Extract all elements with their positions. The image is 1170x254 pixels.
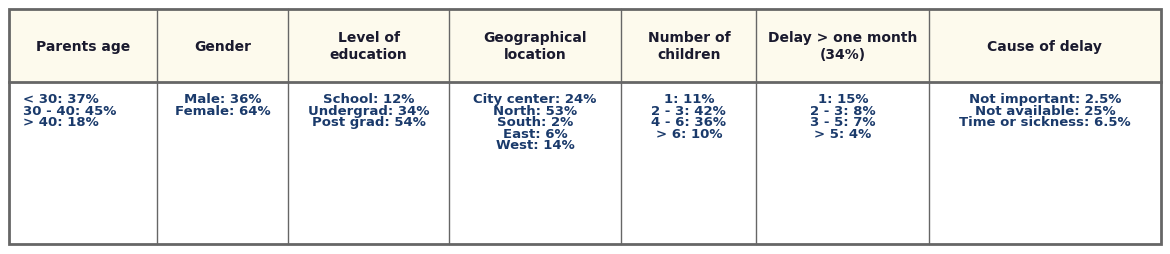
Text: Level of
education: Level of education	[330, 31, 407, 61]
Bar	[9, 83, 1161, 244]
Text: Parents age: Parents age	[36, 39, 130, 53]
Text: Not available: 25%: Not available: 25%	[975, 104, 1115, 117]
Text: City center: 24%: City center: 24%	[473, 93, 597, 106]
Text: School: 12%: School: 12%	[323, 93, 414, 106]
Text: Gender: Gender	[194, 39, 252, 53]
Text: Cause of delay: Cause of delay	[987, 39, 1102, 53]
Text: > 6: 10%: > 6: 10%	[655, 127, 722, 140]
Text: 1: 11%: 1: 11%	[663, 93, 714, 106]
Text: Geographical
location: Geographical location	[483, 31, 586, 61]
Text: Delay > one month
(34%): Delay > one month (34%)	[768, 31, 917, 61]
Text: 1: 15%: 1: 15%	[818, 93, 868, 106]
Text: Post grad: 54%: Post grad: 54%	[311, 116, 426, 129]
Text: Time or sickness: 6.5%: Time or sickness: 6.5%	[959, 116, 1130, 129]
Bar	[9, 10, 1161, 83]
Text: 30 - 40: 45%: 30 - 40: 45%	[23, 104, 117, 117]
Text: South: 2%: South: 2%	[497, 116, 573, 129]
Text: Not important: 2.5%: Not important: 2.5%	[969, 93, 1121, 106]
Text: > 40: 18%: > 40: 18%	[23, 116, 99, 129]
Text: West: 14%: West: 14%	[496, 138, 574, 151]
Text: 3 - 5: 7%: 3 - 5: 7%	[810, 116, 875, 129]
Text: < 30: 37%: < 30: 37%	[23, 93, 99, 106]
Text: 2 - 3: 42%: 2 - 3: 42%	[652, 104, 727, 117]
Text: Undergrad: 34%: Undergrad: 34%	[308, 104, 429, 117]
Text: 2 - 3: 8%: 2 - 3: 8%	[810, 104, 875, 117]
Text: Female: 64%: Female: 64%	[174, 104, 270, 117]
Text: 4 - 6: 36%: 4 - 6: 36%	[652, 116, 727, 129]
Text: > 5: 4%: > 5: 4%	[814, 127, 872, 140]
Text: East: 6%: East: 6%	[503, 127, 567, 140]
Text: North: 53%: North: 53%	[493, 104, 577, 117]
Text: Male: 36%: Male: 36%	[184, 93, 261, 106]
Text: Number of
children: Number of children	[647, 31, 730, 61]
